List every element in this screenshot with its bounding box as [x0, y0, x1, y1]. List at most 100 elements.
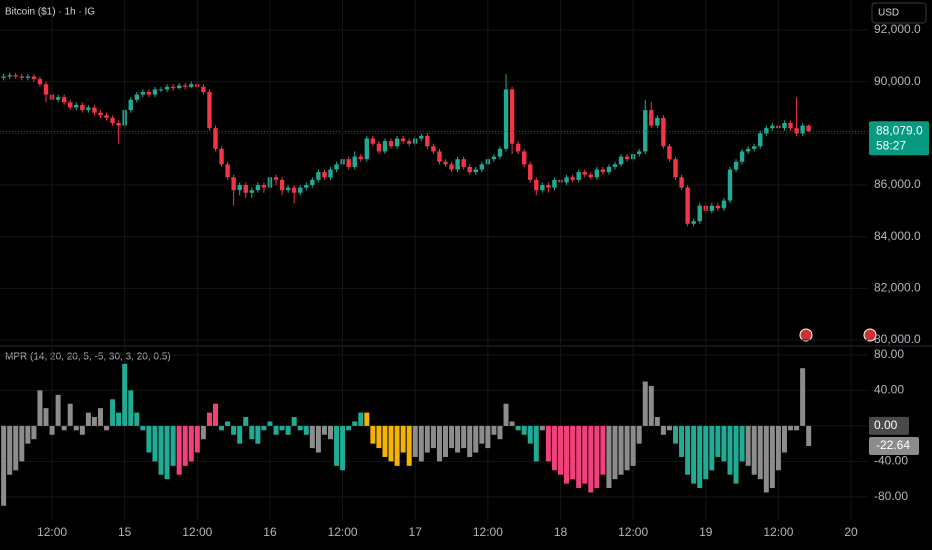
- histogram-bar: [261, 425, 267, 431]
- candle-body: [207, 91, 212, 129]
- histogram-bar: [315, 425, 321, 453]
- histogram-bar: [249, 425, 255, 440]
- currency-label[interactable]: USD: [878, 8, 899, 19]
- candle-body: [1, 76, 6, 78]
- last-value-label: -22.64: [876, 438, 910, 452]
- candle-body: [370, 138, 376, 144]
- event-icon[interactable]: [799, 328, 813, 342]
- histogram-bar: [297, 425, 303, 431]
- candle-body: [298, 187, 303, 193]
- histogram-bar: [654, 417, 660, 426]
- candle-body: [352, 156, 357, 167]
- histogram-bar: [49, 425, 55, 435]
- candle-body: [758, 133, 763, 147]
- candle-body: [521, 151, 527, 165]
- histogram-bar: [116, 412, 122, 426]
- candle-body: [576, 172, 581, 180]
- histogram-bar: [243, 417, 249, 426]
- histogram-bar: [13, 425, 19, 471]
- candle-body: [273, 177, 279, 180]
- histogram-bar: [727, 425, 733, 475]
- candle-body: [491, 156, 497, 160]
- candle-body: [68, 102, 73, 108]
- candle-body: [764, 128, 769, 134]
- histogram-bar: [757, 425, 763, 480]
- histogram-bar: [358, 412, 364, 426]
- y-tick-label: 92,000.0: [874, 22, 921, 36]
- histogram-bar: [37, 390, 43, 426]
- histogram-bar: [763, 425, 769, 493]
- candle-body: [128, 99, 133, 111]
- candle-body: [376, 143, 382, 152]
- candle-body: [540, 185, 545, 191]
- candle-body: [594, 169, 600, 178]
- candle-body: [140, 91, 146, 95]
- y-tick-label: 86,000.0: [874, 177, 921, 191]
- event-icon[interactable]: [863, 328, 877, 342]
- histogram-bar: [436, 425, 442, 462]
- histogram-bar: [309, 425, 315, 449]
- histogram-bar: [612, 425, 618, 480]
- candle-body: [455, 159, 460, 170]
- candle-body: [461, 159, 466, 167]
- candle-body: [98, 112, 103, 116]
- candle-body: [467, 166, 472, 173]
- histogram-bar: [473, 425, 479, 453]
- histogram-bar: [806, 425, 812, 446]
- histogram-bar: [600, 425, 606, 475]
- histogram-bar: [781, 425, 787, 453]
- histogram-bar: [630, 425, 636, 466]
- histogram-bar: [709, 425, 715, 471]
- histogram-bar: [745, 425, 751, 466]
- histogram-bar: [164, 425, 170, 480]
- histogram-bar: [31, 425, 37, 440]
- candle-body: [104, 115, 109, 118]
- last-price-label: 88,079.0: [876, 123, 923, 137]
- histogram-bar: [237, 425, 243, 444]
- histogram-bar: [588, 425, 594, 493]
- candle-body: [709, 205, 715, 211]
- histogram-bar: [455, 425, 461, 453]
- candle-body: [528, 164, 533, 180]
- candle-body: [146, 91, 152, 95]
- candle-body: [745, 148, 751, 152]
- candle-body: [503, 89, 509, 149]
- histogram-bar: [443, 425, 449, 457]
- x-tick-label: 15: [118, 525, 132, 539]
- candle-body: [588, 174, 593, 178]
- histogram-bar: [412, 425, 418, 457]
- candle-body: [546, 185, 551, 188]
- candle-body: [19, 76, 24, 78]
- histogram-bar: [503, 403, 509, 426]
- histogram-bar: [352, 421, 358, 426]
- candle-body: [400, 138, 406, 142]
- candle-body: [582, 172, 587, 175]
- candle-body: [406, 141, 412, 144]
- candle-body: [213, 128, 218, 149]
- candle-body: [328, 169, 333, 178]
- histogram-bar: [769, 425, 775, 489]
- candle-body: [304, 185, 309, 188]
- y-tick-label: 84,000.0: [874, 229, 921, 243]
- histogram-bar: [91, 417, 97, 426]
- candle-body: [752, 146, 757, 149]
- candle-body: [55, 97, 61, 100]
- histogram-bar: [176, 425, 182, 475]
- histogram-bar: [685, 425, 691, 475]
- candle-body: [74, 104, 79, 108]
- candle-body: [497, 148, 503, 157]
- histogram-bar: [219, 425, 225, 431]
- histogram-bar: [346, 425, 352, 431]
- histogram-bar: [122, 363, 128, 426]
- candle-body: [697, 205, 702, 222]
- x-tick-label: 12:00: [328, 525, 358, 539]
- candle-body: [61, 97, 67, 103]
- histogram-bar: [140, 425, 146, 431]
- candle-body: [691, 221, 696, 224]
- candle-body: [152, 89, 158, 95]
- currency-button[interactable]: [871, 2, 927, 24]
- histogram-bar: [679, 425, 685, 457]
- histogram-bar: [327, 425, 333, 440]
- y-tick-label: 82,000.0: [874, 281, 921, 295]
